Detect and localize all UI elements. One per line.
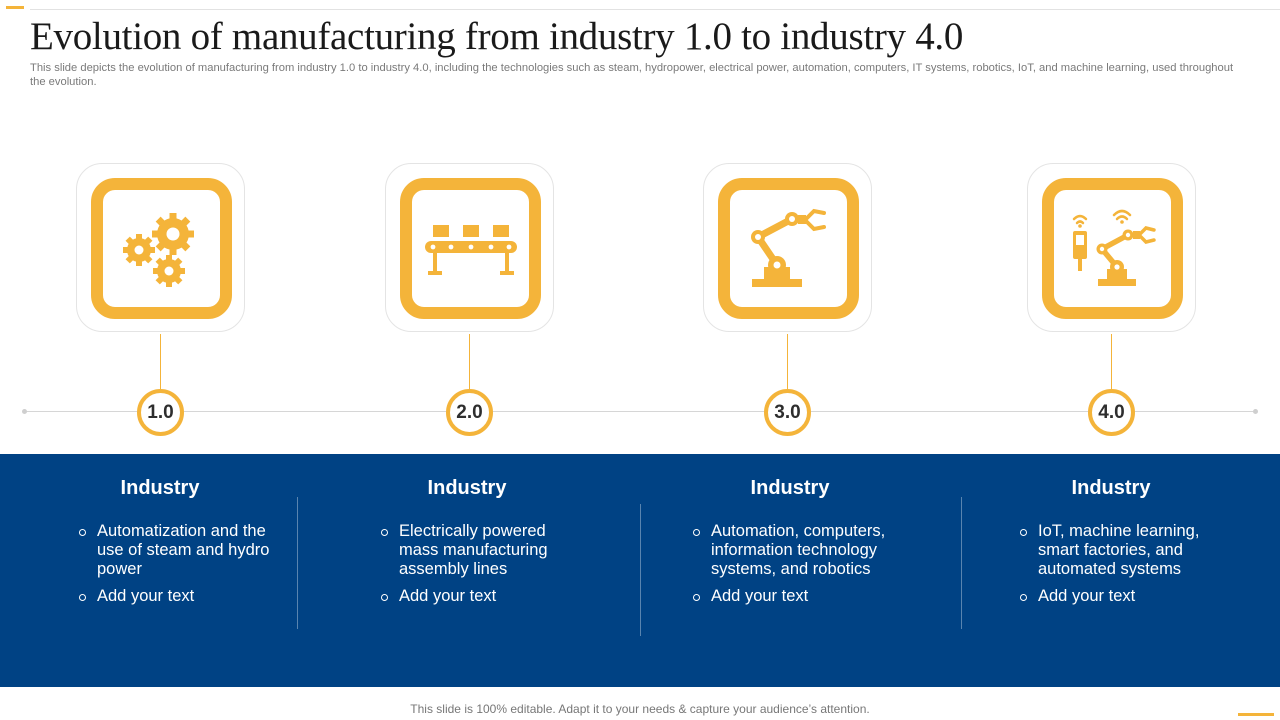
stage-4-badge: 4.0: [1088, 389, 1135, 436]
top-accent-bar: [6, 6, 24, 9]
top-rule: [30, 9, 1280, 10]
robotic-arm-icon: [750, 208, 826, 287]
bullet-item: Add your text: [380, 587, 580, 606]
column-divider-3: [961, 497, 962, 629]
bullet-item: Automatization and the use of steam and …: [78, 522, 278, 579]
bullet-item: IoT, machine learning, smart factories, …: [1019, 522, 1229, 579]
stage-3-connector: [787, 334, 788, 389]
stage-3-icon-card: [703, 163, 872, 332]
stage-1-icon-frame: [91, 178, 232, 319]
stage-4-icon-frame: [1042, 178, 1183, 319]
stage-1-icon-card: [76, 163, 245, 332]
stage-3-bullets: Automation, computers, information techn…: [692, 522, 912, 614]
stage-3-icon-frame: [718, 178, 859, 319]
bottom-accent-bar: [1238, 713, 1274, 716]
timeline-start-dot: [22, 409, 27, 414]
stage-2-icon-frame: [400, 178, 541, 319]
conveyor-belt-icon: [424, 224, 517, 275]
stage-4-title: Industry: [1071, 477, 1151, 499]
column-divider-2: [640, 504, 641, 636]
stage-3-title: Industry: [750, 477, 830, 499]
timeline-end-dot: [1253, 409, 1258, 414]
stage-4-bullets: IoT, machine learning, smart factories, …: [1019, 522, 1229, 614]
stage-3-badge: 3.0: [764, 389, 811, 436]
bullet-item: Add your text: [692, 587, 912, 606]
slide-footer: This slide is 100% editable. Adapt it to…: [410, 702, 870, 716]
bullet-item: Add your text: [78, 587, 278, 606]
details-panel: [0, 454, 1280, 687]
column-divider-1: [297, 497, 298, 629]
stage-4-icon-card: [1027, 163, 1196, 332]
stage-2-connector: [469, 334, 470, 389]
stage-4-connector: [1111, 334, 1112, 389]
bullet-item: Electrically powered mass manufacturing …: [380, 522, 580, 579]
stage-1-badge: 1.0: [137, 389, 184, 436]
stage-2-badge: 2.0: [446, 389, 493, 436]
bullet-item: Add your text: [1019, 587, 1229, 606]
timeline-line: [24, 411, 1256, 412]
stage-1-title: Industry: [120, 477, 200, 499]
stage-1-connector: [160, 334, 161, 389]
gears-icon: [122, 212, 194, 287]
stage-1-bullets: Automatization and the use of steam and …: [78, 522, 278, 614]
smart-robot-iot-icon: [1072, 209, 1156, 286]
stage-2-bullets: Electrically powered mass manufacturing …: [380, 522, 580, 614]
stage-2-icon-card: [385, 163, 554, 332]
slide-subtitle: This slide depicts the evolution of manu…: [30, 62, 1234, 88]
slide-title: Evolution of manufacturing from industry…: [30, 15, 964, 58]
bullet-item: Automation, computers, information techn…: [692, 522, 912, 579]
stage-2-title: Industry: [427, 477, 507, 499]
